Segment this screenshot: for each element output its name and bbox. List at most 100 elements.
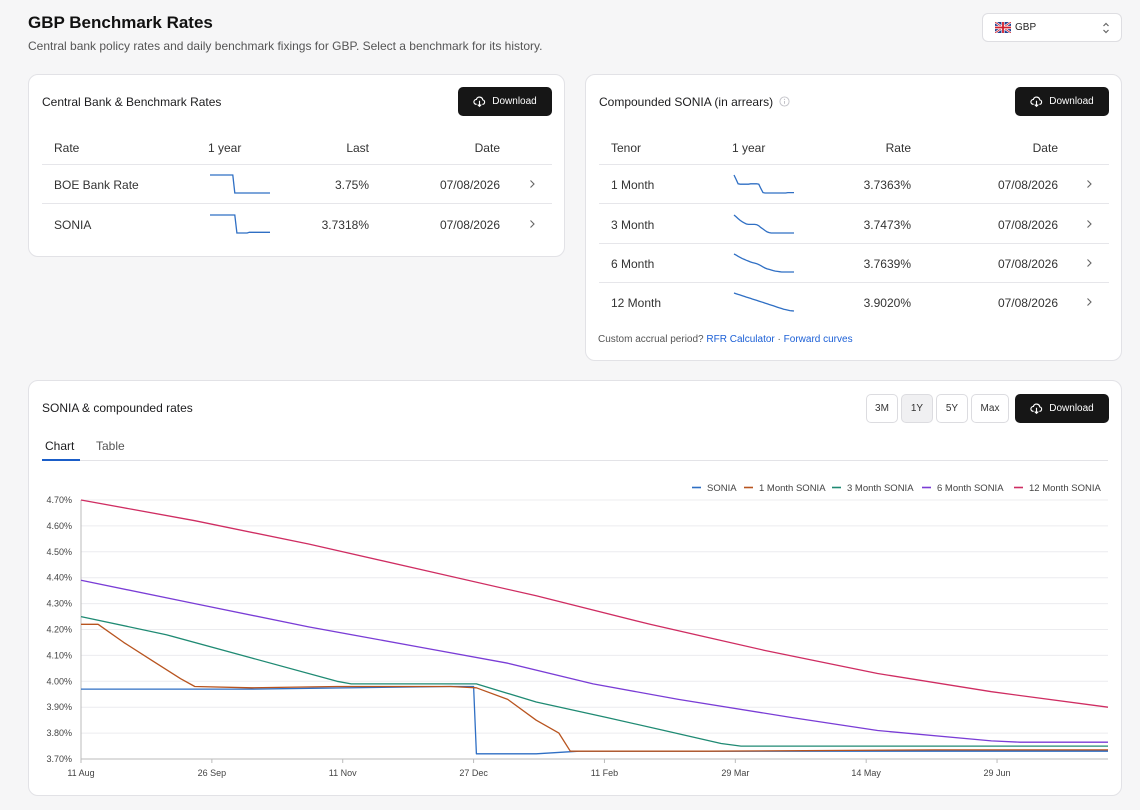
benchmark-table: Rate 1 year Last Date BOE Bank Rate 3.75… (42, 128, 552, 246)
download-label: Download (1049, 403, 1094, 414)
x-tick-label: 27 Dec (459, 768, 488, 778)
table-row[interactable]: 6 Month 3.7639% 07/08/2026 (599, 244, 1109, 283)
chart-card (28, 380, 1122, 796)
sparkline-path (210, 174, 270, 194)
tenor-rate: 3.7473% (863, 218, 911, 232)
rates-line-chart: 4.70% 4.60% 4.50% 4.40% 4.30% 4.20% 4.10% 4.00%… (46, 483, 1109, 778)
cloud-download-icon (1030, 96, 1043, 108)
footnote-text: Custom accrual period? (598, 334, 704, 345)
legend-label[interactable]: 6 Month SONIA (937, 483, 1004, 494)
sparkline (733, 174, 794, 194)
sparkline-path (210, 214, 270, 234)
col-1year: 1 year (208, 141, 242, 155)
series-line (81, 623, 1108, 752)
sparkline (210, 174, 270, 194)
page-title: GBP Benchmark Rates (28, 13, 213, 32)
tenor-name: 1 Month (611, 178, 655, 192)
rate-date: 07/08/2026 (439, 218, 500, 232)
x-tick-label: 14 May (851, 768, 881, 778)
y-tick-label: 3.70% (46, 754, 72, 764)
currency-value: GBP (1015, 22, 1037, 33)
separator: · (777, 334, 781, 345)
tab-chart[interactable]: Chart (45, 439, 75, 453)
tenor-rate: 3.7639% (863, 257, 911, 271)
tab-active-indicator (42, 459, 80, 461)
rate-name: BOE Bank Rate (54, 178, 139, 192)
tenor-date: 07/08/2026 (997, 257, 1058, 271)
card-title: Compounded SONIA (in arrears) (599, 95, 790, 109)
chevron-right-icon (530, 180, 535, 188)
table-row[interactable]: 3 Month 3.7473% 07/08/2026 (599, 205, 1109, 244)
download-button[interactable]: Download (458, 87, 552, 116)
y-tick-label: 3.90% (46, 702, 72, 712)
range-5y-button[interactable]: 5Y (936, 394, 968, 423)
legend-label[interactable]: 3 Month SONIA (847, 483, 914, 494)
rfr-calculator-link[interactable]: RFR Calculator (706, 334, 775, 345)
tenor-name: 6 Month (611, 257, 655, 271)
page-subtitle: Central bank policy rates and daily benc… (28, 39, 543, 53)
info-icon[interactable] (779, 96, 790, 107)
sparkline (733, 214, 794, 234)
cloud-download-icon (1030, 403, 1043, 415)
y-tick-label: 3.80% (46, 728, 72, 738)
compounded-sonia-card: Compounded SONIA (in arrears) Download T… (585, 74, 1122, 361)
x-tick-label: 11 Nov (329, 768, 357, 778)
x-tick-label: 29 Jun (984, 768, 1011, 778)
tenor-rate: 3.9020% (863, 296, 911, 310)
download-label: Download (1049, 96, 1094, 107)
download-button[interactable]: Download (1015, 87, 1109, 116)
col-rate: Rate (885, 141, 911, 155)
tenor-date: 07/08/2026 (997, 178, 1058, 192)
table-row[interactable]: 12 Month 3.9020% 07/08/2026 (599, 283, 1109, 322)
x-tick-label: 11 Feb (591, 768, 618, 778)
currency-select[interactable]: GBP (982, 13, 1122, 42)
download-button[interactable]: Download (1015, 394, 1109, 423)
x-tick-label: 26 Sep (198, 768, 227, 778)
chevron-right-icon (1087, 220, 1092, 228)
rate-last: 3.7318% (321, 218, 369, 232)
series-line (81, 685, 1108, 755)
benchmark-rates-card: Central Bank & Benchmark Rates Download … (28, 74, 565, 257)
rate-last: 3.75% (334, 178, 369, 192)
table-header: Rate 1 year Last Date (42, 128, 552, 165)
uk-flag-icon (995, 22, 1011, 33)
x-tick-label: 29 Mar (721, 768, 749, 778)
tenor-rate: 3.7363% (863, 178, 911, 192)
forward-curves-link[interactable]: Forward curves (783, 334, 853, 345)
table-row[interactable]: BOE Bank Rate 3.75% 07/08/2026 (42, 165, 552, 204)
tenor-name: 3 Month (611, 218, 655, 232)
series-line (80, 615, 1108, 747)
footnote: Custom accrual period? RFR Calculator · … (598, 334, 853, 345)
range-1y-button[interactable]: 1Y (901, 394, 933, 423)
legend-label[interactable]: 1 Month SONIA (759, 483, 826, 494)
cloud-download-icon (473, 96, 486, 108)
x-tick-label: 11 Aug (67, 768, 94, 778)
tenor-date: 07/08/2026 (997, 218, 1058, 232)
table-row[interactable]: SONIA 3.7318% 07/08/2026 (42, 205, 552, 244)
series-line (80, 579, 1108, 743)
legend-label[interactable]: SONIA (707, 483, 737, 494)
sparkline-path (733, 253, 794, 273)
col-rate: Rate (54, 141, 80, 155)
col-date: Date (1032, 141, 1058, 155)
sparkline (210, 214, 270, 234)
table-row[interactable]: 1 Month 3.7363% 07/08/2026 (599, 165, 1109, 204)
col-1year: 1 year (732, 141, 766, 155)
chevron-right-icon (530, 220, 535, 228)
tab-table[interactable]: Table (96, 439, 125, 453)
y-tick-label: 4.60% (46, 521, 72, 531)
sparkline-path (733, 214, 794, 234)
tenor-name: 12 Month (611, 296, 662, 310)
legend-label[interactable]: 12 Month SONIA (1029, 483, 1101, 494)
card-title: Central Bank & Benchmark Rates (42, 95, 222, 109)
sparkline-path (733, 174, 794, 194)
download-label: Download (492, 96, 537, 107)
y-tick-label: 4.20% (46, 625, 72, 635)
col-last: Last (346, 141, 369, 155)
chevron-right-icon (1087, 259, 1092, 267)
tenor-date: 07/08/2026 (997, 296, 1058, 310)
y-tick-label: 4.30% (46, 599, 72, 609)
y-tick-label: 4.40% (46, 573, 72, 583)
range-max-button[interactable]: Max (971, 394, 1009, 423)
range-3m-button[interactable]: 3M (866, 394, 898, 423)
